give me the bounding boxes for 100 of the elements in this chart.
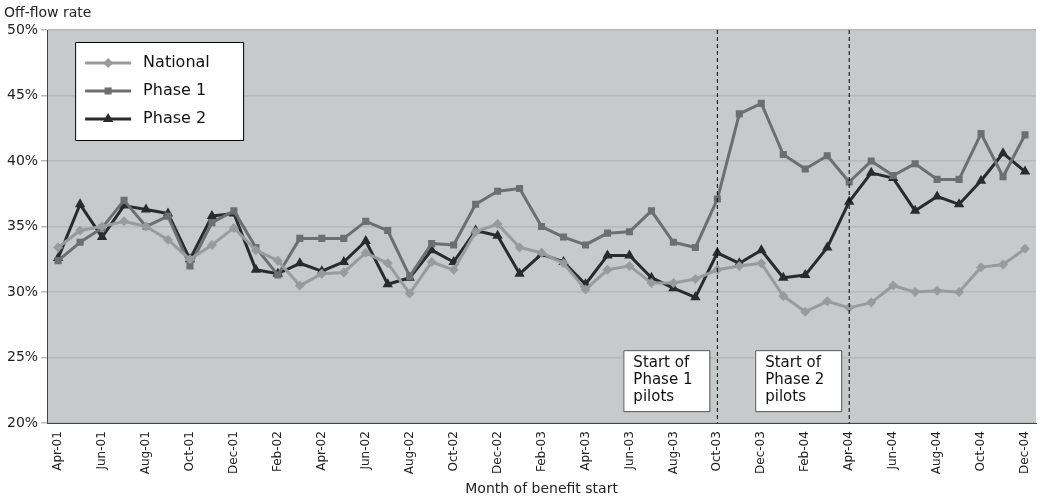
point (228, 222, 239, 233)
legend-label: Phase 1 (143, 80, 207, 100)
x-tick-label: Apr-04 (841, 431, 856, 471)
point (492, 229, 503, 239)
point (975, 174, 987, 184)
point (316, 268, 327, 279)
x-tick-label: Dec-04 (1017, 431, 1032, 474)
point (404, 288, 415, 299)
x-tick-label: Apr-03 (577, 431, 592, 471)
point (801, 165, 809, 173)
x-tick-label: Aug-04 (929, 431, 944, 475)
point (845, 178, 853, 186)
point (647, 207, 655, 215)
point (250, 263, 262, 273)
point (448, 264, 459, 275)
point (911, 160, 919, 168)
x-tick-label: Oct-03 (709, 431, 724, 472)
point (1019, 165, 1031, 175)
x-tick-label: Feb-03 (533, 431, 548, 473)
point (120, 196, 128, 204)
point (735, 110, 743, 118)
point (581, 241, 590, 249)
point (492, 218, 503, 229)
y-tick-label: 30% (6, 282, 39, 299)
y-tick-label: 50% (6, 20, 39, 37)
point (119, 216, 130, 227)
point (54, 257, 62, 265)
point (428, 240, 436, 248)
x-tick-label: Oct-02 (445, 431, 460, 472)
point (602, 264, 613, 275)
point (318, 234, 326, 242)
point (53, 242, 64, 253)
point (208, 219, 216, 227)
point (1021, 131, 1029, 139)
point (624, 260, 635, 271)
legend-label: Phase 2 (143, 108, 207, 128)
point (1020, 243, 1031, 254)
y-axis-title: Off-flow rate (4, 3, 92, 20)
point (340, 234, 348, 242)
point (472, 200, 480, 208)
point (999, 173, 1007, 181)
point (602, 249, 613, 259)
point (558, 258, 569, 269)
point (713, 195, 721, 203)
y-tick-label: 45% (6, 86, 39, 103)
point (822, 296, 833, 307)
point (272, 255, 283, 266)
point (96, 231, 108, 241)
point (274, 271, 282, 279)
point (757, 99, 765, 107)
x-tick-label: Aug-03 (665, 431, 680, 475)
point (756, 258, 767, 269)
point (560, 233, 568, 241)
point (888, 280, 899, 291)
point (669, 238, 677, 246)
point (384, 226, 392, 235)
x-tick-label: Dec-03 (753, 431, 768, 474)
point (823, 152, 831, 160)
x-tick-label: Apr-02 (313, 431, 328, 471)
point (382, 278, 393, 288)
point (800, 269, 811, 279)
point (450, 241, 458, 249)
point (933, 175, 941, 183)
point (778, 291, 789, 302)
x-tick-label: Feb-04 (797, 431, 812, 473)
point (516, 185, 524, 193)
legend-label: National (143, 52, 210, 72)
x-tick-label: Aug-01 (138, 431, 153, 475)
point (953, 198, 965, 208)
point (624, 249, 635, 259)
point (382, 258, 393, 269)
point (778, 271, 789, 281)
ref-line-label: Start of Phase 1 pilots (633, 352, 693, 405)
point (691, 244, 699, 252)
point (74, 198, 86, 208)
point (250, 245, 261, 256)
point (296, 234, 304, 242)
point (603, 229, 612, 237)
x-tick-label: Apr-01 (50, 431, 65, 471)
point (140, 203, 152, 213)
point (997, 147, 1009, 157)
point (712, 264, 723, 275)
point (294, 280, 305, 291)
x-tick-label: Feb-02 (269, 431, 284, 473)
point (800, 306, 811, 317)
point (538, 223, 546, 231)
point (206, 239, 217, 250)
point (494, 187, 502, 195)
ref-line-label: Start of Phase 2 pilots (765, 352, 825, 405)
point (998, 259, 1009, 270)
point (954, 287, 965, 298)
x-tick-label: Oct-04 (973, 431, 988, 472)
point (162, 234, 173, 245)
point (164, 212, 172, 220)
point (580, 284, 591, 295)
point (514, 267, 525, 277)
x-tick-label: Jun-01 (94, 431, 109, 471)
x-tick-label: Jun-04 (885, 431, 900, 471)
x-tick-label: Jun-02 (357, 431, 372, 471)
point (955, 175, 963, 183)
